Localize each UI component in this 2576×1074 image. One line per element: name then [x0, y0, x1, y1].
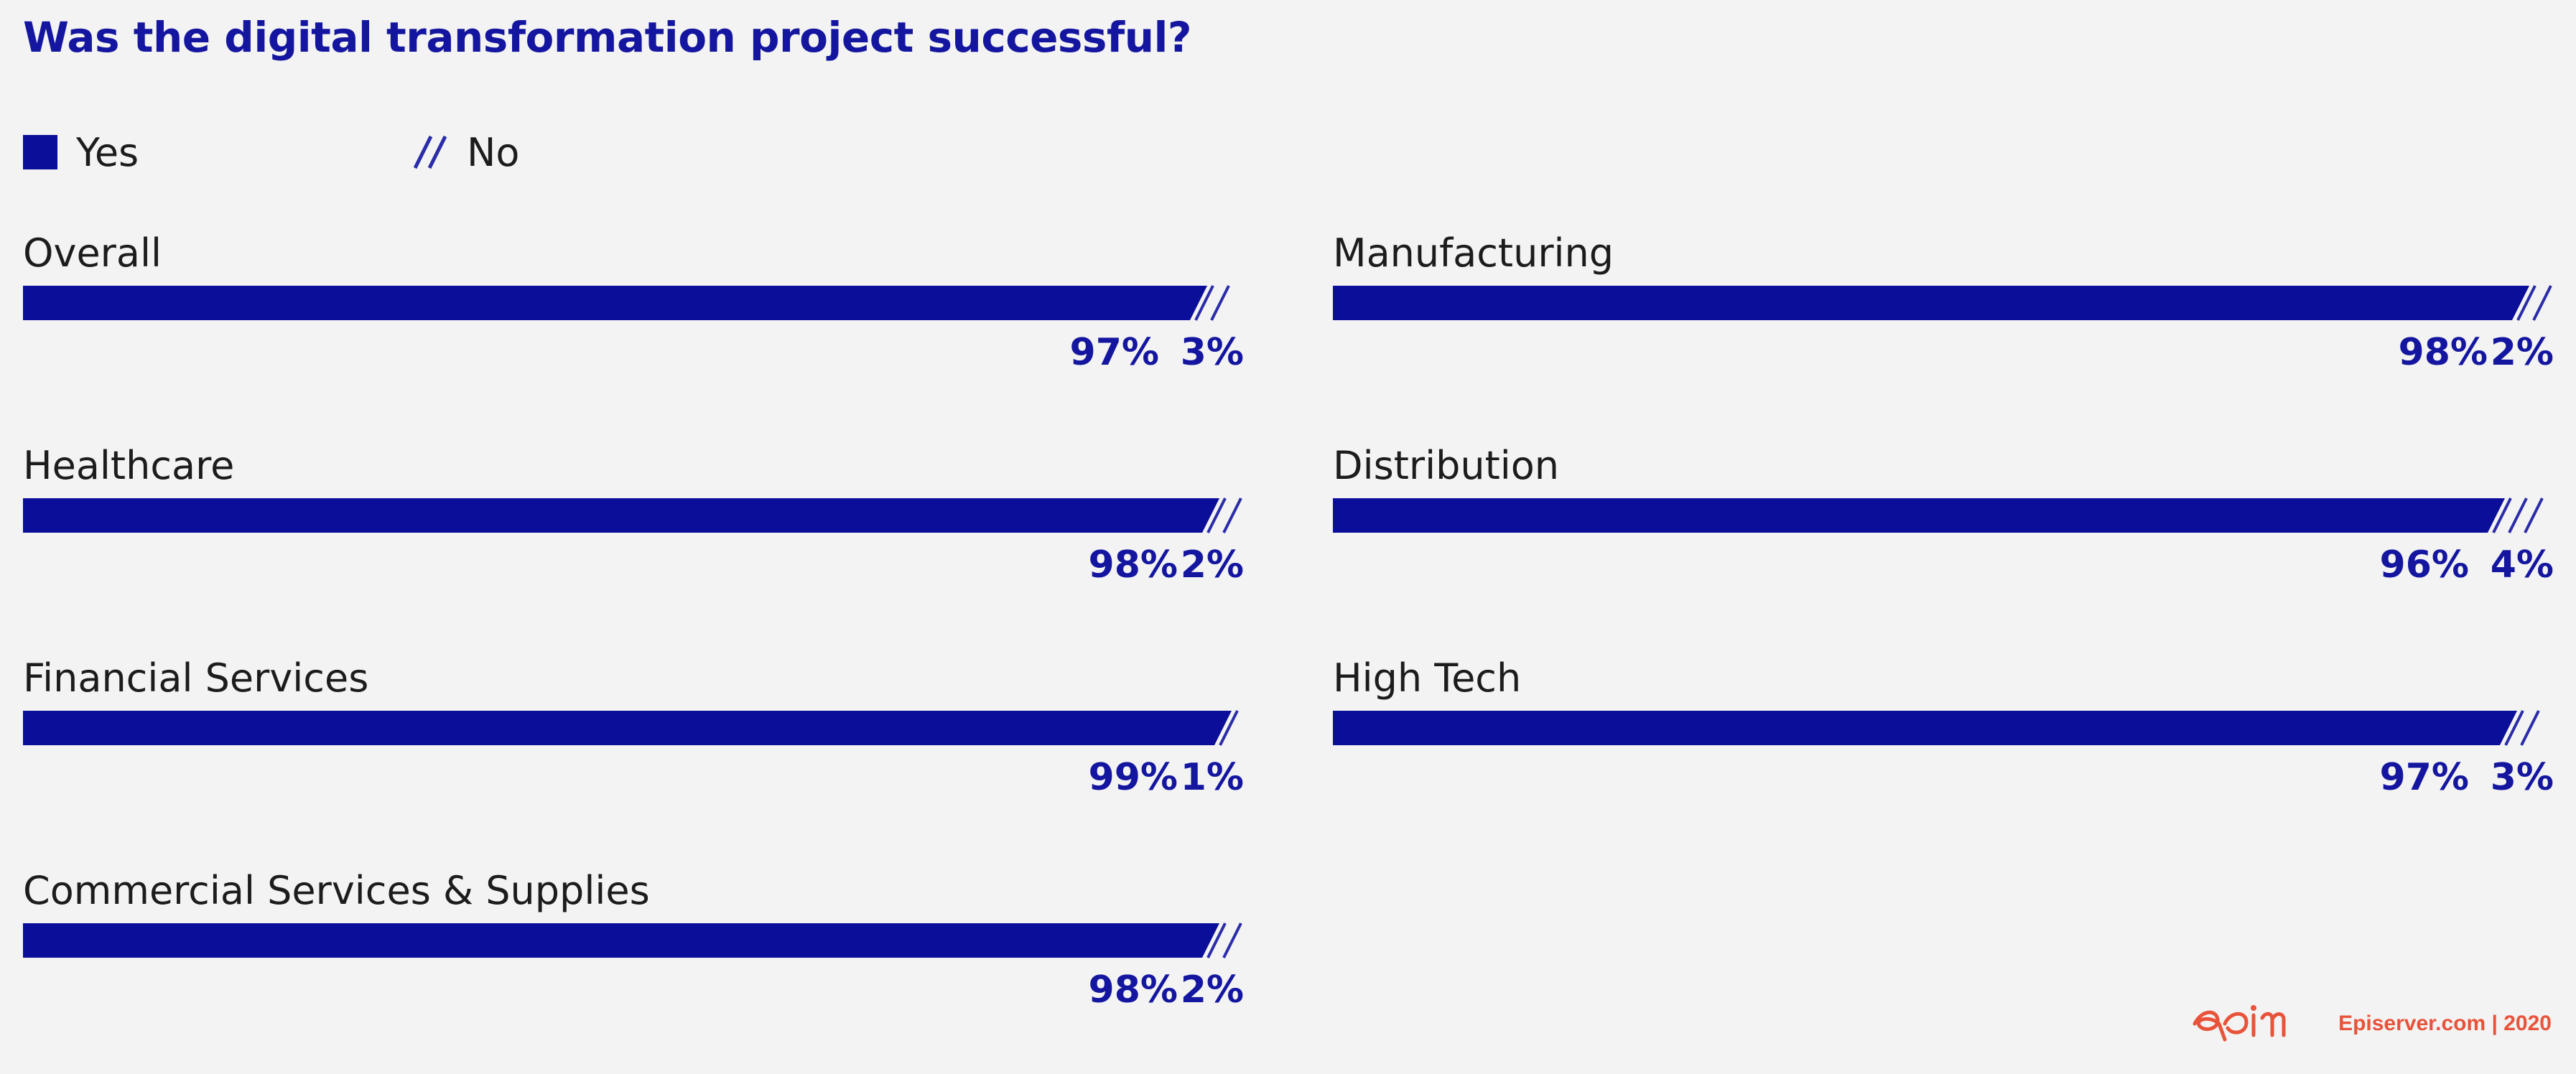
category-label: Manufacturing [1333, 230, 1614, 276]
panel-healthcare: Healthcare 2% 98% [23, 441, 1244, 627]
category-label: Overall [23, 230, 162, 276]
legend-swatch-no [414, 135, 447, 169]
bar-segment-yes [1333, 286, 2529, 320]
legend-item-yes: Yes [23, 129, 139, 175]
bar-high-tech [1333, 710, 2540, 746]
bar-distribution [1333, 498, 2544, 533]
value-label-yes: 99% [1088, 756, 1178, 799]
bar-segment-no [1206, 498, 1242, 533]
footer: Episerver.com | 2020 [2187, 995, 2552, 1052]
panel-financial-services: Financial Services 1% 99% [23, 653, 1244, 840]
bar-segment-yes [1333, 711, 2517, 745]
footer-text: Episerver.com | 2020 [2338, 1012, 2552, 1035]
panel-overall: Overall 3% 97% [23, 228, 1244, 415]
bar-overall [23, 285, 1230, 321]
value-label-no: 3% [2490, 756, 2554, 799]
bar-segment-no [2492, 498, 2544, 533]
legend-item-no: No [414, 129, 520, 175]
panel-distribution: Distribution 4% 96% [1333, 441, 2554, 627]
bar-segment-no [1206, 923, 1242, 958]
bar-segment-yes [23, 286, 1207, 320]
bar-segment-no [1194, 285, 1230, 321]
category-label: Commercial Services & Supplies [23, 868, 650, 913]
panel-high-tech: High Tech 3% 97% [1333, 653, 2554, 840]
epi-logo-icon [2193, 1005, 2286, 1042]
value-label-yes: 97% [2379, 756, 2469, 799]
value-label-no: 2% [1180, 968, 1244, 1012]
bar-segment-no [2504, 710, 2540, 746]
value-label-yes: 97% [1069, 331, 1159, 374]
category-label: Financial Services [23, 655, 369, 701]
bar-segment-yes [1333, 498, 2505, 533]
chart-title: Was the digital transformation project s… [23, 13, 1192, 62]
legend-label-no: No [467, 129, 520, 175]
value-label-yes: 98% [2398, 331, 2488, 374]
value-label-yes: 98% [1088, 968, 1178, 1012]
bar-segment-yes [23, 711, 1232, 745]
bar-manufacturing [1333, 285, 2552, 321]
bar-segment-no [2516, 285, 2552, 321]
bar-financial-services [23, 710, 1239, 746]
category-label: Distribution [1333, 443, 1560, 488]
panel-manufacturing: Manufacturing 2% 98% [1333, 228, 2554, 415]
value-label-yes: 96% [2379, 543, 2469, 587]
value-label-no: 1% [1180, 756, 1244, 799]
legend-label-yes: Yes [76, 129, 139, 175]
value-label-no: 2% [1180, 543, 1244, 587]
value-label-no: 4% [2490, 543, 2554, 587]
category-label: Healthcare [23, 443, 235, 488]
value-label-no: 3% [1180, 331, 1244, 374]
bar-segment-yes [23, 923, 1219, 958]
value-label-yes: 98% [1088, 543, 1178, 587]
bar-segment-yes [23, 498, 1219, 533]
legend-swatch-yes [23, 135, 57, 169]
bar-segment-no [1219, 710, 1239, 746]
panel-commercial-services-supplies: Commercial Services & Supplies 2% 98% [23, 866, 1244, 1052]
category-label: High Tech [1333, 655, 1522, 701]
value-label-no: 2% [2490, 331, 2554, 374]
bar-healthcare [23, 498, 1242, 533]
bar-commercial-services-supplies [23, 923, 1242, 958]
